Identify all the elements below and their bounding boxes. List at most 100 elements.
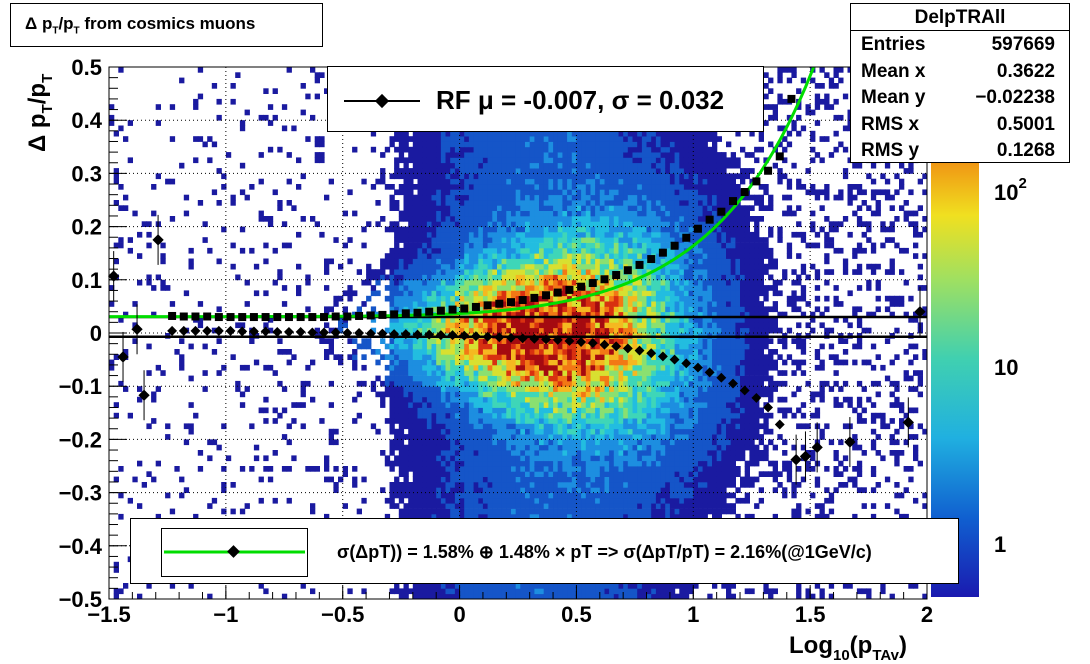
heat-cell [553, 513, 559, 520]
heat-cell [501, 173, 507, 180]
heat-cell [109, 359, 115, 366]
heat-cell [468, 136, 475, 142]
heat-cell [464, 450, 470, 456]
heat-cell [375, 178, 381, 185]
heat-cell [436, 418, 442, 424]
heat-cell [562, 290, 568, 297]
heat-cell [585, 380, 592, 387]
heat-cell [478, 322, 484, 329]
heat-cell [567, 226, 573, 233]
heat-cell [389, 412, 395, 419]
heat-cell [431, 428, 437, 435]
heat-cell [291, 455, 297, 462]
heat-cell [501, 205, 507, 211]
heat-cell [450, 380, 456, 387]
heat-cell [478, 301, 484, 307]
heat-cell [534, 593, 540, 599]
heat-cell [389, 466, 395, 472]
heat-cell [557, 178, 563, 185]
heat-cell [548, 274, 554, 281]
heat-cell [272, 370, 278, 376]
heat-cell [389, 370, 395, 376]
heat-cell [436, 263, 442, 270]
heat-cell [548, 375, 554, 382]
heat-cell [487, 583, 493, 589]
heat-cell [239, 120, 246, 126]
heat-cell [525, 285, 531, 291]
heat-cell [473, 455, 479, 462]
heat-cell [492, 231, 498, 238]
heat-cell [543, 274, 549, 281]
heat-cell [482, 157, 489, 164]
heat-cell [422, 455, 428, 462]
heat-cell [478, 593, 484, 599]
heat-cell [553, 130, 559, 137]
heat-cell [534, 162, 540, 169]
heat-cell [454, 184, 461, 190]
heat-cell [225, 455, 232, 462]
heat-cell [454, 216, 461, 222]
heat-cell [445, 396, 451, 403]
heat-cell [426, 168, 433, 174]
heat-cell [426, 200, 433, 206]
heat-cell [520, 317, 526, 323]
heat-cell [436, 184, 442, 190]
heat-cell [529, 173, 535, 180]
heat-cell [113, 561, 119, 568]
heat-cell [548, 364, 554, 371]
heat-cell [487, 322, 493, 329]
heat-cell [497, 450, 503, 456]
heat-cell [487, 136, 493, 142]
heat-cell [562, 513, 568, 520]
heat-cell [412, 295, 419, 302]
heat-cell [216, 258, 222, 265]
heat-cell [422, 263, 428, 270]
heat-cell [454, 247, 461, 254]
heat-cell [567, 428, 573, 435]
heat-cell [291, 205, 297, 211]
heat-cell [408, 391, 414, 398]
heat-cell [436, 216, 442, 222]
heat-cell [417, 279, 423, 286]
heat-cell [520, 200, 526, 206]
heat-cell [249, 184, 255, 190]
heat-cell [389, 380, 395, 387]
heat-cell [403, 391, 409, 398]
heat-cell [482, 450, 489, 456]
heat-cell [497, 455, 503, 462]
heat-cell [487, 460, 493, 467]
heat-cell [553, 476, 559, 483]
heat-cell [436, 173, 442, 180]
heat-cell [426, 184, 433, 190]
heat-cell [319, 72, 325, 78]
heat-cell [375, 221, 381, 227]
heat-cell [412, 364, 419, 371]
heat-cell [408, 221, 414, 227]
heat-cell [520, 141, 526, 148]
heat-cell [511, 322, 517, 329]
heat-cell [581, 141, 587, 148]
heat-cell [380, 152, 386, 158]
heat-cell [310, 216, 316, 222]
heat-cell [534, 508, 540, 515]
heat-cell [529, 141, 535, 148]
heat-cell [450, 226, 456, 233]
heat-cell [515, 322, 521, 329]
heat-cell [478, 258, 484, 265]
heat-cell [506, 253, 512, 259]
heat-cell [422, 221, 428, 227]
heat-cell [389, 263, 395, 270]
heat-cell [501, 588, 507, 595]
heat-cell [557, 402, 563, 408]
heat-cell [585, 253, 592, 259]
heat-cell [417, 216, 423, 222]
heat-cell [506, 423, 512, 430]
heat-cell [398, 130, 405, 137]
heat-cell [408, 354, 414, 360]
heat-cell [581, 269, 587, 275]
heat-cell [384, 364, 391, 371]
heat-cell [473, 407, 479, 414]
heat-cell [473, 226, 479, 233]
heat-cell [595, 349, 601, 355]
heat-cell [338, 354, 344, 360]
